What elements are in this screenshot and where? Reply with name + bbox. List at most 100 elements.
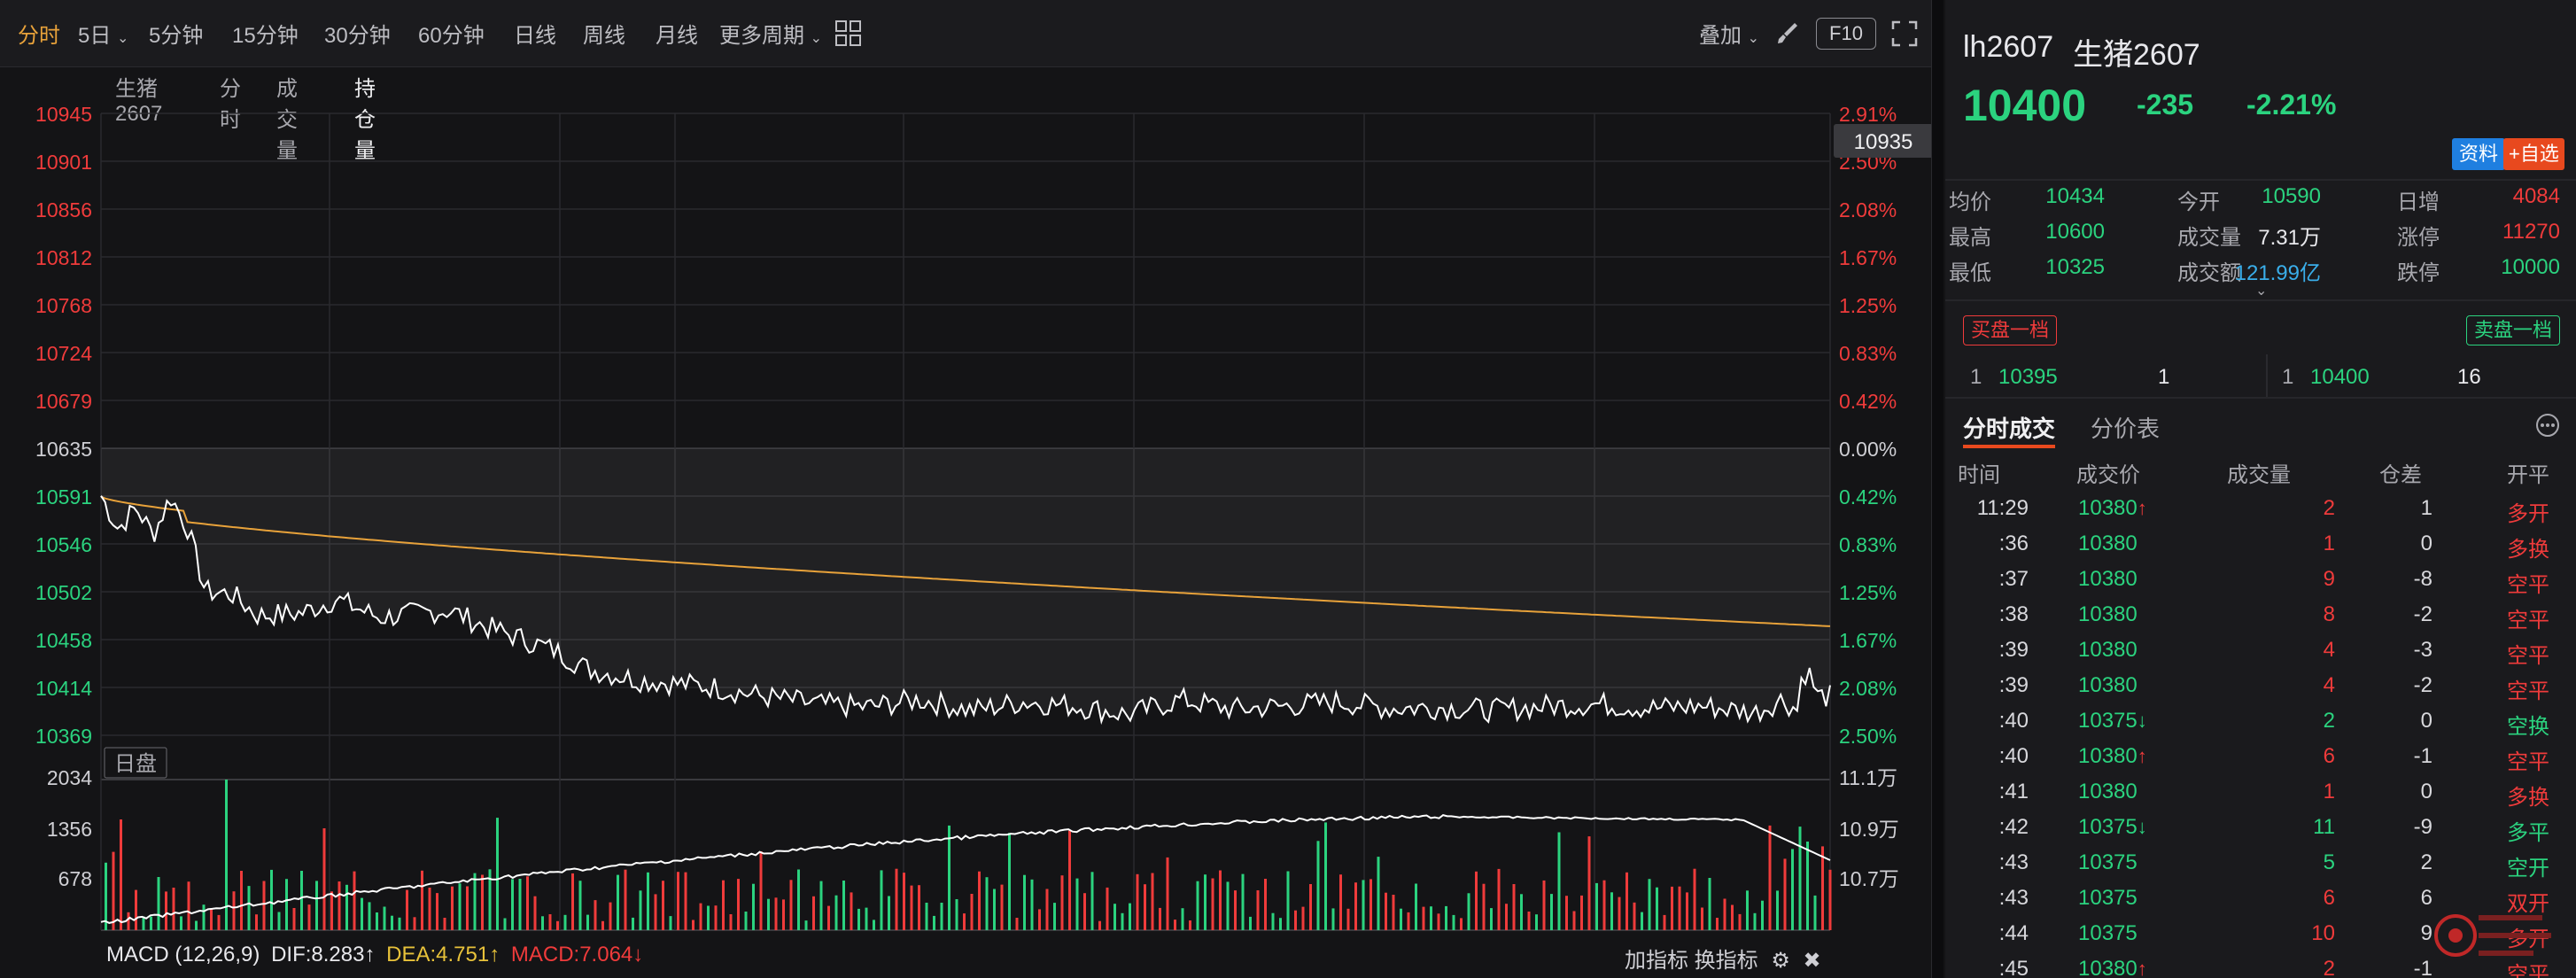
tick-time: :39: [1998, 673, 2029, 697]
tick-row: :40 10375↓ 2 0 空换: [1945, 709, 2576, 744]
settings-icon[interactable]: ⚙: [1771, 949, 1790, 973]
tick-oi-change: -2: [2413, 673, 2432, 697]
volume-bar: [315, 881, 318, 930]
buy-level: 1: [1970, 365, 1982, 389]
period-intraday[interactable]: 分时: [18, 24, 60, 48]
tick-volume: 6: [2323, 886, 2335, 910]
panel-splitter[interactable]: [1931, 0, 1944, 978]
volume-bar: [1241, 873, 1245, 930]
volume-bar: [1166, 857, 1169, 930]
pct-tick-label: 2.91%: [1839, 103, 1897, 126]
volume-bar: [1535, 914, 1538, 930]
period-month[interactable]: 月线: [656, 24, 698, 48]
info-button[interactable]: 资料: [2452, 138, 2506, 170]
tick-row: :42 10375↓ 11 -9 多平: [1945, 815, 2576, 850]
indicator-actions-label[interactable]: 加指标 换指标: [1625, 949, 1758, 973]
volume-bar: [195, 920, 198, 930]
tick-time: :43: [1998, 886, 2029, 910]
price-tick-label: 10901: [35, 151, 92, 174]
volume-bar: [714, 905, 718, 930]
volume-bar: [300, 871, 303, 930]
period-day[interactable]: 日线: [514, 24, 556, 48]
volume-bar: [918, 885, 920, 930]
tick-open-close: 空平: [2507, 644, 2549, 668]
volume-bar: [1557, 832, 1561, 930]
tick-price-cell: 10375↓: [2078, 815, 2184, 840]
tick-time: :42: [1998, 815, 2029, 839]
tick-open-close: 空换: [2507, 715, 2549, 739]
volume-bar: [262, 881, 266, 930]
add-watchlist-button[interactable]: +自选: [2503, 138, 2564, 170]
tick-price-cell: 10380↑: [2078, 496, 2184, 521]
tick-volume: 9: [2323, 567, 2335, 591]
overlay-menu[interactable]: 叠加 ⌄: [1699, 18, 1759, 49]
tick-price: 10380: [2078, 567, 2138, 591]
volume-bar: [1045, 889, 1049, 930]
f10-button[interactable]: F10: [1816, 18, 1876, 50]
period-5day[interactable]: 5日 ⌄: [78, 18, 128, 49]
volume-bar: [933, 915, 935, 930]
tick-price: 10375: [2078, 709, 2138, 733]
subtab-volume[interactable]: 成交量: [276, 77, 298, 163]
watermark-logo: [2434, 914, 2551, 957]
col-time: 时间: [1958, 463, 2000, 487]
stat-label: 成交额: [2177, 261, 2241, 285]
more-options-icon[interactable]: [2533, 411, 2562, 439]
tick-price: 10375: [2078, 921, 2138, 945]
volume-bar: [1512, 884, 1516, 930]
volume-bar: [1671, 886, 1673, 930]
close-icon[interactable]: ✖: [1803, 949, 1821, 973]
intraday-chart[interactable]: 10945 10901 10856 10812 10768 10724 10679 10635…: [0, 97, 1931, 944]
volume-bar: [353, 871, 356, 930]
volume-bar: [873, 920, 875, 930]
volume-bar: [1151, 873, 1154, 930]
period-5min[interactable]: 5分钟: [149, 24, 204, 48]
volume-bar: [1753, 912, 1757, 930]
volume-bar: [541, 916, 544, 930]
subtab-open-interest[interactable]: 持仓量: [354, 77, 376, 163]
tab-price-table[interactable]: 分价表: [2091, 415, 2161, 442]
volume-bar: [729, 914, 733, 930]
volume-bar: [240, 871, 243, 930]
tick-time: :40: [1998, 709, 2029, 733]
tick-table-header: 时间 成交价 成交量 仓差 开平: [1945, 455, 2576, 487]
volume-bar: [1527, 912, 1531, 930]
volume-bar: [1738, 913, 1742, 930]
tick-price: 10380: [2078, 780, 2138, 803]
period-more-label: 更多周期: [719, 24, 804, 48]
volume-bar: [571, 873, 574, 930]
volume-bar: [1482, 883, 1486, 930]
divider: [1945, 299, 2576, 301]
sell-qty: 16: [2457, 365, 2481, 389]
grid-layout-icon[interactable]: [834, 19, 863, 48]
subtab-intraday[interactable]: 分时: [220, 77, 241, 132]
volume-bar: [804, 920, 808, 930]
period-week[interactable]: 周线: [583, 24, 625, 48]
brush-icon[interactable]: [1775, 21, 1798, 44]
volume-bar: [548, 914, 552, 930]
sell-price: 10400: [2310, 365, 2370, 389]
period-more[interactable]: 更多周期 ⌄: [719, 18, 822, 49]
pct-tick-label: 1.67%: [1839, 629, 1897, 652]
period-60min[interactable]: 60分钟: [418, 24, 485, 48]
volume-bar: [1400, 908, 1402, 930]
stat-value: 10600: [2045, 220, 2105, 244]
volume-bar: [1106, 887, 1109, 930]
volume-plot: [100, 780, 1832, 930]
active-tab-underline: [1963, 445, 2055, 448]
volume-bar: [518, 879, 522, 930]
period-15min[interactable]: 15分钟: [232, 24, 299, 48]
tick-price: 10380: [2078, 496, 2138, 520]
volume-bar: [903, 873, 905, 930]
fullscreen-icon[interactable]: [1890, 19, 1919, 48]
volume-bar: [391, 915, 393, 930]
tab-time-sales[interactable]: 分时成交: [1963, 415, 2056, 442]
volume-bar: [684, 872, 687, 930]
cursor-price-label: 10935: [1854, 130, 1913, 154]
tick-price: 10380: [2078, 532, 2138, 555]
period-30min[interactable]: 30分钟: [324, 24, 391, 48]
tick-row: :43 10375 6 6 双开: [1945, 886, 2576, 921]
tick-oi-change: -1: [2413, 744, 2432, 768]
stat-label: 日增: [2397, 190, 2440, 214]
chevron-down-icon[interactable]: ⌄: [2255, 283, 2268, 299]
